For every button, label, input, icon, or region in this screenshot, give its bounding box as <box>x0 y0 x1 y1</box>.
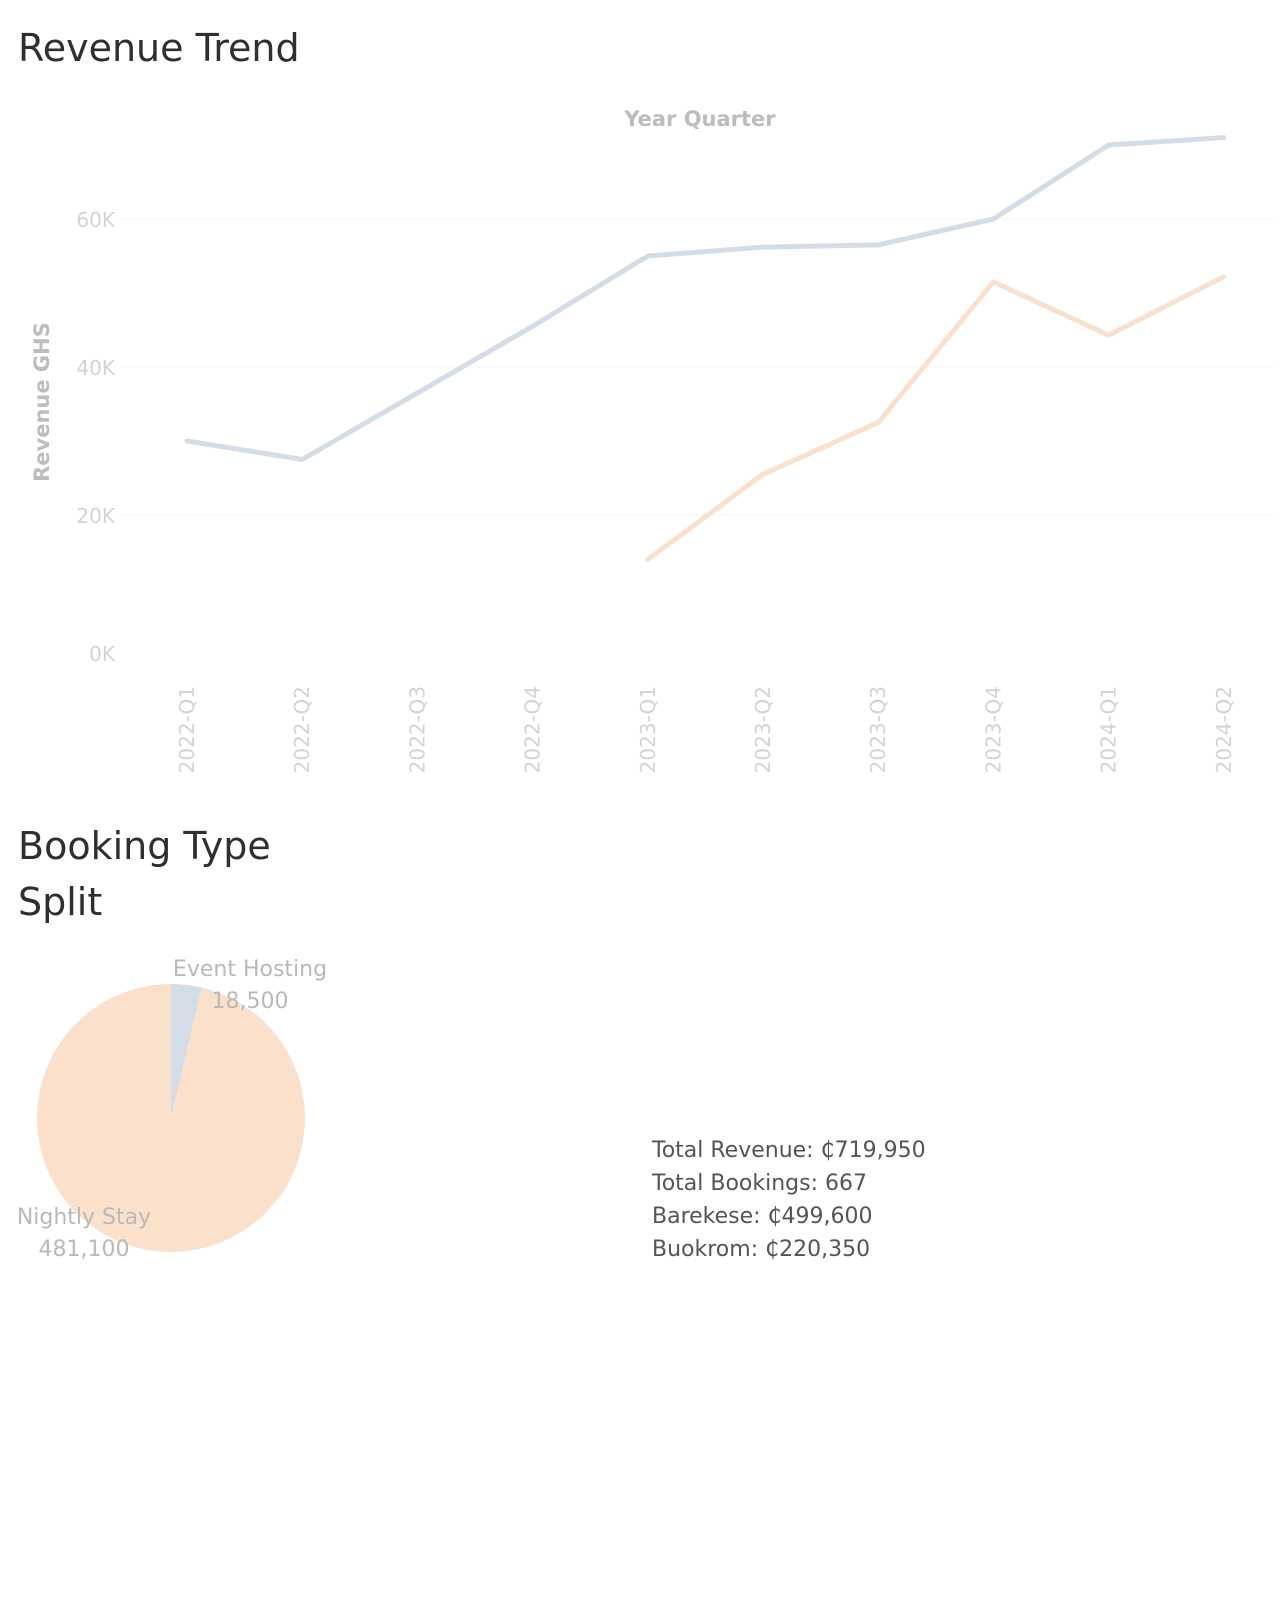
slice-value-event-hosting: 18,500 <box>212 989 289 1014</box>
series-line-blue <box>184 135 1227 462</box>
revenue-trend-chart: Year Quarter Revenue GHS 0K 20K 40K 60K 202… <box>30 107 1275 773</box>
y-tick-label: 40K <box>76 356 115 380</box>
pie-slices <box>37 984 306 1252</box>
barekese-revenue: Barekese: ₵499,600 <box>652 1204 873 1229</box>
total-revenue: Total Revenue: ₵719,950 <box>652 1138 926 1163</box>
x-tick-label: 2024-Q2 <box>1212 686 1236 773</box>
x-tick-label: 2023-Q4 <box>981 686 1005 773</box>
x-tick-label: 2022-Q1 <box>175 686 199 773</box>
pie-slice-nightly-stay <box>37 984 306 1252</box>
y-tick-label: 0K <box>89 642 116 666</box>
slice-value-nightly-stay: 481,100 <box>39 1237 130 1262</box>
pie-slice-event-hosting <box>171 984 202 1118</box>
y-axis-title: Revenue GHS <box>30 322 54 482</box>
x-tick-label: 2023-Q3 <box>866 686 890 773</box>
series-line-orange <box>645 274 1227 562</box>
x-tick-label: 2023-Q2 <box>751 686 775 773</box>
y-tick-labels: 0K 20K 40K 60K <box>76 208 115 666</box>
x-tick-label: 2022-Q3 <box>405 686 429 773</box>
total-bookings: Total Bookings: 667 <box>652 1171 868 1196</box>
x-axis-title: Year Quarter <box>623 107 776 131</box>
y-tick-label: 60K <box>76 208 115 232</box>
summary-panel: Total Revenue: ₵719,950 Total Bookings: … <box>652 1134 926 1266</box>
buokrom-revenue: Buokrom: ₵220,350 <box>652 1237 871 1262</box>
x-tick-label: 2024-Q1 <box>1097 686 1121 773</box>
slice-label-nightly-stay: Nightly Stay <box>17 1205 151 1230</box>
booking-type-pie-chart: Event Hosting 18,500 Nightly Stay 481,10… <box>17 957 327 1262</box>
slice-label-event-hosting: Event Hosting <box>173 957 327 982</box>
x-tick-label: 2022-Q4 <box>521 686 545 773</box>
pie-chart-title: Booking Type Split <box>18 824 271 924</box>
trend-chart-title: Revenue Trend <box>18 26 300 70</box>
y-tick-label: 20K <box>76 504 115 528</box>
series-lines <box>184 135 1227 562</box>
gridlines <box>120 218 1275 516</box>
x-tick-label: 2023-Q1 <box>636 686 660 773</box>
x-tick-labels: 2022-Q1 2022-Q2 2022-Q3 2022-Q4 2023-Q1 2023-… <box>175 686 1236 773</box>
x-tick-label: 2022-Q2 <box>290 686 314 773</box>
